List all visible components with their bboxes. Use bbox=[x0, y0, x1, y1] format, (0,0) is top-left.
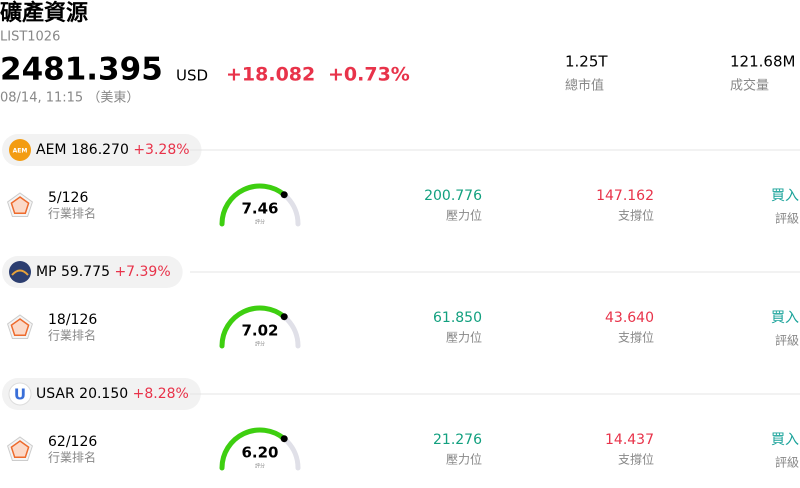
stat-label: 成交量 bbox=[730, 78, 769, 94]
gauge-dot bbox=[280, 191, 288, 199]
gauge-fill bbox=[219, 183, 287, 227]
change-pct: +0.73% bbox=[328, 64, 410, 86]
rating: 買入 bbox=[771, 432, 799, 448]
gauge-fill bbox=[219, 427, 287, 471]
stock-price: 20.150 bbox=[79, 386, 128, 402]
stock-icon bbox=[8, 382, 32, 406]
resistance-label: 壓力位 bbox=[446, 452, 482, 467]
gauge-fill bbox=[219, 305, 287, 349]
stock-pill bbox=[2, 256, 183, 288]
gauge-dot bbox=[280, 313, 288, 321]
resistance: 200.776 bbox=[424, 188, 482, 204]
date: 08/14, 11:15 （美東） bbox=[0, 90, 139, 106]
support: 147.162 bbox=[596, 188, 654, 204]
score: 7.46 bbox=[241, 200, 278, 218]
currency: USD bbox=[176, 67, 208, 85]
rating: 買入 bbox=[771, 310, 799, 326]
radar-shape bbox=[10, 196, 30, 215]
stock-header: USAR 20.150 +8.28% bbox=[36, 386, 189, 402]
radar-shape bbox=[10, 318, 30, 337]
rank: 62/126 bbox=[48, 434, 97, 450]
radar-shape bbox=[10, 440, 30, 459]
stock-pill bbox=[2, 134, 202, 166]
support-label: 支撐位 bbox=[618, 452, 654, 467]
score-label: 評分 bbox=[255, 463, 265, 470]
score-label: 評分 bbox=[255, 341, 265, 348]
stock-price: 186.270 bbox=[71, 142, 129, 158]
rank-label: 行業排名 bbox=[48, 328, 96, 343]
title: 礦產資源 bbox=[0, 0, 88, 26]
rating-label: 評級 bbox=[775, 455, 799, 470]
stock-symbol: USAR bbox=[36, 386, 75, 402]
rank: 5/126 bbox=[48, 190, 88, 206]
rank-label: 行業排名 bbox=[48, 206, 96, 221]
rank: 18/126 bbox=[48, 312, 97, 328]
icon-text: AEM bbox=[13, 148, 28, 155]
stock-icon bbox=[9, 139, 31, 161]
score-label: 評分 bbox=[255, 219, 265, 226]
gauge-dot bbox=[280, 435, 288, 443]
price: 2481.395 bbox=[0, 52, 163, 88]
resistance: 61.850 bbox=[433, 310, 482, 326]
stock-price: 59.775 bbox=[61, 264, 110, 280]
stat-label: 總市值 bbox=[565, 78, 604, 94]
support-label: 支撐位 bbox=[618, 330, 654, 345]
icon-glyph bbox=[11, 269, 29, 276]
stock-change: +7.39% bbox=[114, 264, 170, 280]
stat-value: 121.68M bbox=[730, 53, 795, 71]
support-label: 支撐位 bbox=[618, 208, 654, 223]
resistance: 21.276 bbox=[433, 432, 482, 448]
rating-label: 評級 bbox=[775, 333, 799, 348]
icon-text: U bbox=[14, 386, 26, 404]
stock-pill bbox=[2, 378, 201, 410]
support: 43.640 bbox=[605, 310, 654, 326]
support: 14.437 bbox=[605, 432, 654, 448]
resistance-label: 壓力位 bbox=[446, 330, 482, 345]
stat-value: 1.25T bbox=[565, 53, 608, 71]
stock-icon bbox=[9, 261, 31, 283]
stock-change: +8.28% bbox=[133, 386, 189, 402]
rating: 買入 bbox=[771, 188, 799, 204]
stock-symbol: MP bbox=[36, 264, 57, 280]
stock-header: MP 59.775 +7.39% bbox=[36, 264, 171, 280]
resistance-label: 壓力位 bbox=[446, 208, 482, 223]
stock-header: AEM 186.270 +3.28% bbox=[36, 142, 190, 158]
change: +18.082 bbox=[226, 64, 315, 86]
score: 7.02 bbox=[241, 322, 278, 340]
code: LIST1026 bbox=[0, 30, 60, 45]
score: 6.20 bbox=[241, 444, 278, 462]
rank-label: 行業排名 bbox=[48, 450, 96, 465]
stock-symbol: AEM bbox=[36, 142, 67, 158]
rating-label: 評級 bbox=[775, 211, 799, 226]
stock-change: +3.28% bbox=[133, 142, 189, 158]
